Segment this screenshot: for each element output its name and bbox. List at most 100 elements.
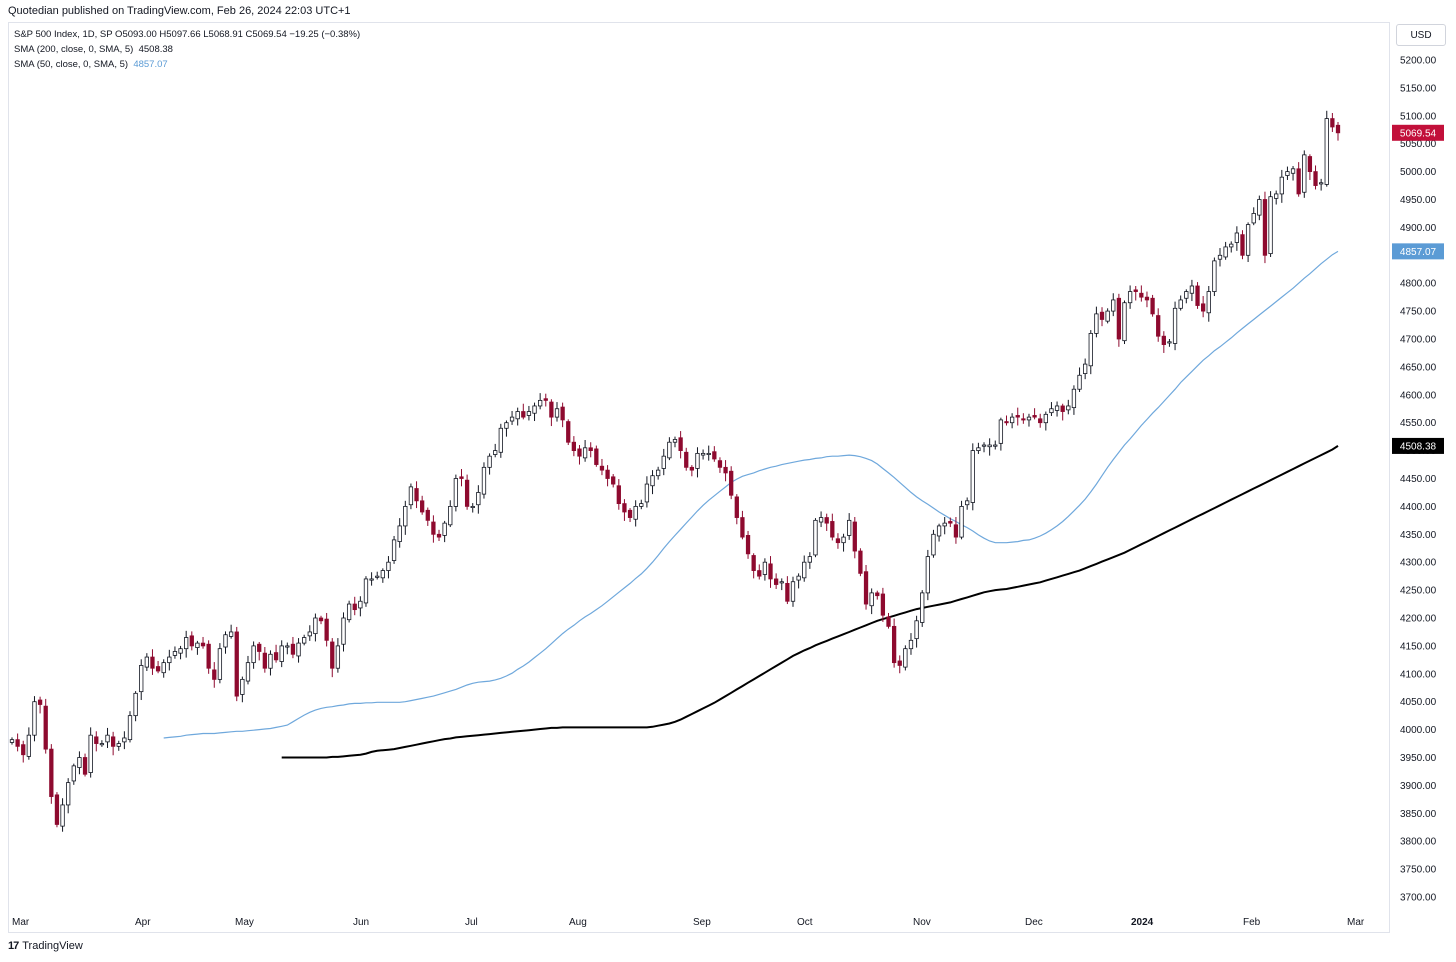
candle <box>313 613 318 642</box>
candle <box>436 529 442 541</box>
candle <box>127 711 133 743</box>
legend-symbol-line[interactable]: S&P 500 Index, 1D, SP O5093.00 H5097.66 … <box>14 29 361 40</box>
candle <box>189 631 194 651</box>
candle <box>200 636 206 649</box>
x-tick-label: Mar <box>12 917 30 928</box>
candle <box>54 792 60 828</box>
candle <box>26 727 31 760</box>
candle <box>470 503 475 513</box>
candle <box>1251 207 1256 226</box>
candle <box>1285 166 1290 180</box>
candle <box>526 405 532 421</box>
candle <box>891 618 897 668</box>
x-tick-label: Sep <box>693 917 711 928</box>
chart-frame <box>8 22 1390 933</box>
candle <box>1167 339 1172 347</box>
candle <box>273 644 279 663</box>
candle <box>1245 222 1251 262</box>
candle <box>588 442 593 458</box>
y-tick-label: 4300.00 <box>1400 558 1437 569</box>
candle <box>768 556 773 588</box>
candle <box>543 393 548 407</box>
candle <box>251 641 256 669</box>
y-tick-label: 4600.00 <box>1400 390 1437 401</box>
candle <box>549 399 554 427</box>
candle <box>105 727 110 749</box>
y-tick-label: 4000.00 <box>1400 725 1437 736</box>
candle <box>858 548 863 577</box>
currency-button[interactable]: USD <box>1396 24 1446 46</box>
candle <box>116 740 121 751</box>
candle <box>245 655 251 685</box>
candle <box>914 615 919 648</box>
candle <box>1094 306 1099 338</box>
candle <box>807 552 812 569</box>
candle <box>1172 301 1178 351</box>
candle <box>172 646 178 659</box>
candle <box>599 458 605 476</box>
candle <box>481 462 487 499</box>
candle <box>82 753 88 777</box>
sma200-line <box>281 445 1339 759</box>
candle <box>577 445 582 465</box>
candle <box>1274 190 1279 205</box>
candle <box>88 727 93 778</box>
y-tick-label: 3950.00 <box>1400 753 1437 764</box>
candle <box>639 499 644 510</box>
x-tick-label: Nov <box>913 917 931 928</box>
chart-legend: S&P 500 Index, 1D, SP O5093.00 H5097.66 … <box>14 27 360 72</box>
candle <box>566 419 571 446</box>
tradingview-icon: 17 <box>8 940 19 952</box>
candle <box>678 431 683 459</box>
y-tick-label: 4800.00 <box>1400 279 1437 290</box>
candle <box>515 407 520 426</box>
y-tick-label: 3700.00 <box>1400 893 1437 904</box>
legend-sma50[interactable]: SMA (50, close, 0, SMA, 5) 4857.07 <box>14 57 360 72</box>
published-by-line: Quotedian published on TradingView.com, … <box>8 5 351 17</box>
candle <box>931 529 936 558</box>
candle <box>279 640 284 668</box>
candle <box>521 403 526 420</box>
candle <box>880 587 886 622</box>
sma200-price-label-box <box>1392 437 1444 454</box>
candle <box>37 696 43 714</box>
sma50-text: SMA (50, close, 0, SMA, 5) <box>14 59 129 70</box>
candle <box>1217 248 1223 267</box>
candle <box>959 500 964 540</box>
tradingview-logo[interactable]: 17 TradingView <box>8 940 83 952</box>
candle <box>611 474 616 488</box>
y-tick-label: 5000.00 <box>1400 167 1437 178</box>
candle <box>335 638 341 673</box>
candle <box>487 453 492 475</box>
candle <box>122 731 127 750</box>
legend-sma200[interactable]: SMA (200, close, 0, SMA, 5) 4508.38 <box>14 42 360 57</box>
candle <box>987 438 992 456</box>
x-tick-label: Dec <box>1025 917 1043 928</box>
candle <box>1116 293 1122 347</box>
candle <box>802 555 807 582</box>
candle <box>605 465 610 487</box>
candle <box>493 443 498 458</box>
sma200-price-label: 4508.38 <box>1400 441 1437 452</box>
candle <box>1257 195 1262 221</box>
candle <box>684 447 689 471</box>
candle <box>1088 330 1093 375</box>
candle <box>1290 166 1296 181</box>
candle <box>622 499 627 521</box>
sma200-value: 4508.38 <box>138 44 173 55</box>
candle <box>824 513 829 531</box>
candle <box>1032 408 1037 420</box>
y-tick-label: 4100.00 <box>1400 669 1437 680</box>
candle <box>212 662 217 688</box>
candle <box>195 640 200 655</box>
candle <box>863 564 869 610</box>
candle <box>324 612 329 647</box>
last-price-label: 5069.54 <box>1400 128 1437 139</box>
candle <box>318 615 324 625</box>
candle <box>476 485 481 514</box>
candle <box>110 731 116 756</box>
candle <box>448 500 453 528</box>
candle <box>1206 285 1211 322</box>
candle <box>700 449 706 460</box>
